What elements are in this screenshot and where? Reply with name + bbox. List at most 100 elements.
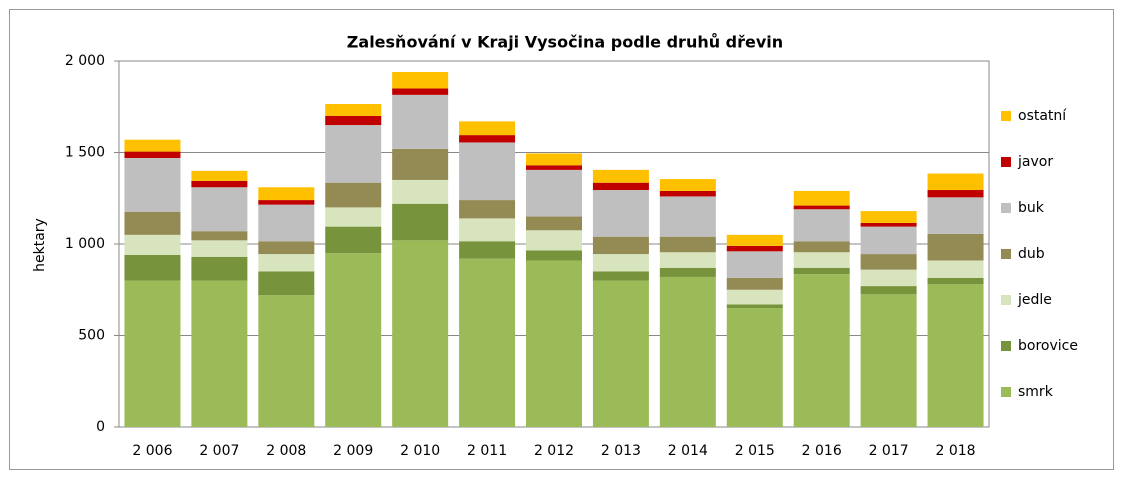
bar-segment (659, 179, 716, 191)
bar-segment (325, 104, 382, 116)
bar-segment (124, 280, 181, 427)
bar-segment (459, 121, 516, 136)
bar-segment (325, 115, 382, 126)
bar-segment (726, 245, 783, 252)
bar-segment (325, 207, 382, 227)
bar-segment (392, 179, 449, 204)
bar-segment (927, 277, 984, 285)
bar-segment (592, 254, 649, 272)
y-tick-label: 1 000 (65, 236, 105, 252)
bar-segment (459, 241, 516, 259)
bar-segment (258, 200, 315, 205)
bar-segment (191, 280, 248, 427)
bar-segment (659, 190, 716, 197)
bar-segment (526, 260, 582, 427)
bar-segment (258, 254, 315, 272)
y-tick-label: 500 (78, 328, 105, 344)
bar-segment (526, 169, 582, 217)
bar-segment (124, 151, 181, 158)
x-tick-label: 2 015 (735, 443, 775, 459)
bar-segment (124, 139, 181, 152)
bar-segment (927, 197, 984, 234)
bar-segment (860, 254, 917, 270)
bar-segment (793, 267, 850, 275)
bar-segment (793, 209, 850, 242)
legend-label: buk (1018, 200, 1045, 216)
bar-segment (258, 295, 315, 427)
bar-segment (526, 230, 582, 251)
y-tick-label: 0 (96, 419, 105, 435)
bar-segment (459, 135, 516, 143)
bar-segment (459, 218, 516, 242)
x-tick-label: 2 006 (132, 443, 172, 459)
bar-segment (258, 204, 315, 242)
bar-segment (191, 170, 248, 181)
legend-swatch (1001, 157, 1011, 167)
bar-segment (860, 286, 917, 295)
bar-segment (659, 252, 716, 268)
bar-segment (392, 94, 449, 149)
bar-segment (793, 274, 850, 427)
x-tick-label: 2 016 (802, 443, 842, 459)
chart-title: Zalesňování v Kraji Vysočina podle druhů… (347, 33, 783, 52)
bar-segment (927, 190, 984, 198)
legend-label: dub (1018, 246, 1045, 262)
bar-segment (325, 125, 382, 183)
bar-segment (793, 252, 850, 268)
bar-segment (726, 308, 783, 427)
bar-segment (927, 173, 984, 191)
bar-segment (392, 148, 449, 180)
bar-segment (592, 190, 649, 237)
legend-label: smrk (1018, 384, 1054, 400)
bar-segment (592, 271, 649, 281)
bar-segment (793, 241, 850, 253)
bar-segment (124, 234, 181, 255)
bar-segment (124, 254, 181, 281)
bar-segment (392, 71, 449, 89)
x-tick-label: 2 014 (668, 443, 708, 459)
bar-segment (860, 226, 917, 255)
legend-swatch (1001, 295, 1011, 305)
bar-segment (459, 142, 516, 201)
legend-label: ostatní (1018, 108, 1067, 124)
bar-segment (793, 190, 850, 206)
bar-segment (392, 203, 449, 241)
legend-swatch (1001, 111, 1011, 121)
bar-segment (325, 253, 382, 427)
y-axis-label: hektary (32, 218, 48, 272)
bar-segment (526, 153, 582, 166)
bar-segment (726, 234, 783, 246)
bar-segment (191, 240, 248, 257)
legend-swatch (1001, 203, 1011, 213)
x-tick-label: 2 007 (199, 443, 239, 459)
bar-segment (659, 276, 716, 427)
bar-segment (726, 289, 783, 305)
bar-segment (592, 280, 649, 427)
bar-segment (526, 216, 582, 231)
bar-segment (592, 169, 649, 183)
bar-segment (258, 187, 315, 201)
bar-segment (659, 267, 716, 277)
bar-segment (392, 240, 449, 427)
bar-segment (459, 200, 516, 219)
y-tick-label: 2 000 (65, 53, 105, 69)
bar-segment (526, 165, 582, 170)
x-tick-label: 2 011 (467, 443, 507, 459)
bar-segment (927, 284, 984, 427)
bar-segment (860, 294, 917, 427)
x-tick-label: 2 013 (601, 443, 641, 459)
x-tick-label: 2 012 (534, 443, 574, 459)
bar-segment (592, 182, 649, 191)
legend-swatch (1001, 387, 1011, 397)
y-tick-label: 1 500 (65, 145, 105, 161)
x-tick-label: 2 008 (266, 443, 306, 459)
bar-segment (927, 233, 984, 261)
bar-segment (258, 241, 315, 255)
bar-segment (325, 182, 382, 208)
bar-segment (860, 222, 917, 227)
x-tick-label: 2 017 (869, 443, 909, 459)
bar-segment (860, 269, 917, 287)
bar-segment (927, 260, 984, 278)
legend-label: borovice (1018, 338, 1078, 354)
